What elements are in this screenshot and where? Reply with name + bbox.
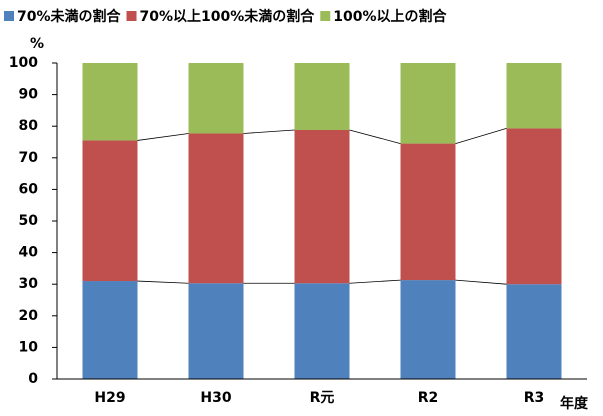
series-line xyxy=(137,280,189,284)
bar-segment xyxy=(400,280,456,379)
y-tick-label: 50 xyxy=(19,213,39,229)
y-tick-label: 90 xyxy=(19,87,39,103)
bar-segment xyxy=(82,281,138,379)
legend-label: 70%未満の割合 xyxy=(17,8,122,25)
y-tick-label: 80 xyxy=(19,118,39,134)
bar-segment xyxy=(82,140,138,282)
y-tick-label: 70 xyxy=(19,150,39,166)
series-line xyxy=(349,129,401,144)
series-line xyxy=(243,129,295,134)
bar-segment xyxy=(294,129,350,284)
bar-segment xyxy=(294,283,350,379)
y-tick-label: 10 xyxy=(19,339,39,355)
legend-label: 70%以上100%未満の割合 xyxy=(140,8,316,25)
series-line xyxy=(455,279,507,285)
y-tick-label: 60 xyxy=(19,181,39,197)
bar-segment xyxy=(400,143,456,281)
x-tick-label: R2 xyxy=(418,390,439,406)
y-tick-label: 40 xyxy=(19,245,39,261)
bar-segment xyxy=(188,283,244,379)
bar-segment xyxy=(294,63,350,130)
bar-segment xyxy=(400,63,456,144)
x-axis-label: 年度 xyxy=(560,395,589,412)
x-tick-label: R3 xyxy=(524,390,545,406)
series-line xyxy=(349,279,401,284)
y-tick-label: 30 xyxy=(19,276,39,292)
bar-segment xyxy=(506,63,562,129)
y-axis-label: % xyxy=(30,36,44,52)
legend-swatch xyxy=(126,11,137,21)
bar-segment xyxy=(506,128,562,285)
legend-swatch xyxy=(320,11,331,21)
y-tick-label: 20 xyxy=(19,308,39,324)
y-tick-label: 0 xyxy=(28,371,38,387)
x-tick-label: H30 xyxy=(200,390,231,406)
bar-segment xyxy=(506,284,562,379)
y-tick-label: 100 xyxy=(9,55,38,71)
legend-label: 100%以上の割合 xyxy=(333,8,447,25)
bar-segment xyxy=(188,133,244,284)
bar-segment xyxy=(188,63,244,134)
x-tick-label: H29 xyxy=(94,390,125,406)
legend-swatch xyxy=(4,11,14,21)
bar-segment xyxy=(82,63,138,141)
x-tick-label: R元 xyxy=(310,390,335,406)
series-line xyxy=(455,128,507,144)
series-line xyxy=(137,133,189,141)
